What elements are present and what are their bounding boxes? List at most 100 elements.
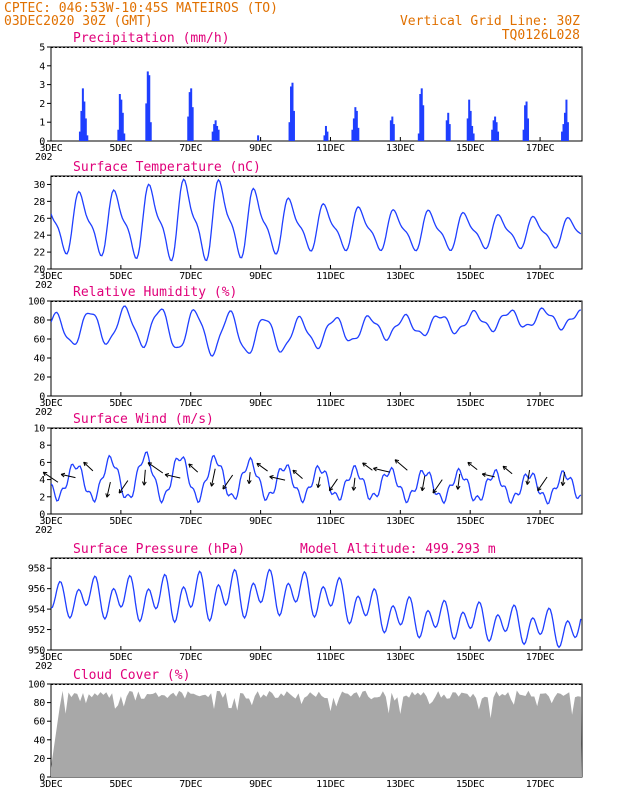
precip-bar	[145, 103, 148, 141]
wind-xtick-label: 15DEC	[456, 516, 485, 527]
wind-xtick-label: 7DEC	[179, 516, 202, 527]
precip-bar	[121, 112, 124, 141]
wind-arrow	[525, 469, 531, 485]
wind-arrow	[147, 462, 164, 474]
header-grid-note: Vertical Grid Line: 30Z	[400, 14, 580, 29]
temperature-ytick-label: 24	[34, 231, 46, 242]
precip-bar	[468, 99, 471, 141]
precip-bar	[81, 88, 84, 141]
wind-xtick-label: 5DEC	[109, 516, 132, 527]
precipitation-xtick-label: 5DEC	[109, 143, 132, 154]
pressure-xtick-label: 7DEC	[179, 652, 202, 663]
humidity-ytick-label: 100	[28, 297, 45, 308]
precip-bar	[84, 118, 87, 141]
precip-bar	[148, 75, 151, 141]
wind-arrow	[394, 459, 408, 471]
wind-arrow	[328, 478, 338, 492]
precip-bar	[187, 116, 190, 141]
wind-title: Surface Wind (m/s)	[73, 412, 214, 427]
wind-panel: Surface Wind (m/s) 0 2 4 6 8 10 3DEC 5DEC 7DEC 9DE…	[34, 412, 583, 536]
humidity-xtick-label: 15DEC	[456, 398, 485, 409]
cloud-cover-xtick-label: 11DEC	[316, 779, 345, 790]
wind-arrow	[164, 472, 181, 479]
cloud-cover-ytick-label: 0	[39, 773, 45, 784]
wind-xtick-label: 13DEC	[386, 516, 415, 527]
precip-bar	[420, 88, 423, 141]
wind-xtick-label: 9DEC	[249, 516, 272, 527]
precip-bar	[117, 129, 120, 141]
pressure-xtick-label: 15DEC	[456, 652, 485, 663]
precip-bar	[214, 120, 217, 141]
cloud-cover-ytick-label: 80	[34, 698, 46, 709]
temperature-xtick-label: 3DEC	[40, 271, 63, 282]
precip-bar	[323, 135, 326, 141]
cloud-cover-ytick-label: 100	[28, 680, 45, 691]
precip-bar	[566, 122, 569, 141]
wind-arrow	[269, 475, 286, 481]
precipitation-ytick-label: 0	[39, 137, 45, 148]
precip-bar	[565, 99, 568, 141]
precip-bar	[524, 105, 527, 141]
humidity-xtick-label: 11DEC	[316, 398, 345, 409]
cloud-cover-title: Cloud Cover (%)	[73, 668, 190, 683]
temperature-line	[51, 178, 582, 262]
precip-bar	[216, 125, 219, 141]
pressure-xtick-label: 13DEC	[386, 652, 415, 663]
pressure-panel: Surface Pressure (hPa) Model Altitude: 49…	[28, 542, 583, 672]
humidity-panel: Relative Humidity (%) 0 20 40 60 80 100 3DEC 5DE…	[28, 285, 583, 418]
precip-bar	[389, 120, 392, 141]
temperature-year-stub: 202	[35, 280, 52, 291]
wind-arrow	[537, 476, 548, 492]
precip-bar	[188, 92, 191, 141]
precipitation-panel: Precipitation (mm/h) 0 1 2 3 4 5 3DEC 5DEC 7DEC 9D…	[35, 31, 583, 163]
cloud-cover-xtick-label: 7DEC	[179, 779, 202, 790]
temperature-xtick-label: 17DEC	[526, 271, 555, 282]
precipitation-xtick-label: 11DEC	[316, 143, 345, 154]
wind-arrow	[222, 474, 234, 490]
precip-bar	[495, 122, 498, 141]
precip-bar	[492, 120, 495, 141]
precipitation-ytick-label: 2	[39, 99, 45, 110]
wind-ytick-label: 2	[39, 492, 45, 503]
wind-arrow	[209, 468, 216, 487]
humidity-ytick-label: 40	[34, 354, 46, 365]
pressure-subtitle: Model Altitude: 499.293 m	[300, 542, 496, 557]
precip-bar	[292, 110, 295, 141]
precipitation-xtick-label: 15DEC	[456, 143, 485, 154]
wind-arrow	[502, 465, 513, 475]
humidity-xtick-label: 5DEC	[109, 398, 132, 409]
pressure-xtick-label: 9DEC	[249, 652, 272, 663]
pressure-line	[51, 568, 582, 649]
wind-arrow	[362, 462, 373, 471]
pressure-xtick-label: 3DEC	[40, 652, 63, 663]
wind-arrow	[118, 480, 129, 494]
wind-arrow	[105, 481, 111, 498]
cloud-cover-xtick-label: 17DEC	[526, 779, 555, 790]
precip-bar	[472, 133, 475, 141]
temperature-ytick-label: 20	[34, 265, 46, 276]
precip-bar	[80, 110, 83, 141]
temperature-xtick-label: 13DEC	[386, 271, 415, 282]
wind-ytick-label: 8	[39, 441, 45, 452]
wind-xtick-label: 11DEC	[316, 516, 345, 527]
precip-bar	[123, 133, 126, 141]
temperature-title: Surface Temperature (nC)	[73, 160, 261, 175]
precipitation-ytick-label: 3	[39, 80, 45, 91]
precip-bar	[190, 88, 193, 141]
cloud-cover-ytick-label: 20	[34, 754, 46, 765]
header-station: CPTEC: 046:53W-10:45S MATEIROS (TO)	[4, 1, 278, 16]
temperature-ytick-label: 22	[34, 248, 46, 259]
precip-bar	[324, 125, 327, 141]
precipitation-ytick-label: 1	[39, 118, 45, 129]
temperature-ytick-label: 26	[34, 214, 46, 225]
pressure-frame	[50, 557, 583, 651]
pressure-ytick-label: 950	[28, 646, 45, 657]
precip-bar	[419, 94, 422, 141]
precipitation-ytick-label: 4	[39, 61, 45, 72]
cloud-cover-xtick-label: 3DEC	[40, 779, 63, 790]
precip-bar	[86, 135, 89, 141]
precip-bar	[494, 116, 497, 141]
pressure-ytick-label: 952	[28, 625, 45, 636]
precip-bar	[392, 124, 395, 141]
cloud-cover-xtick-label: 5DEC	[109, 779, 132, 790]
